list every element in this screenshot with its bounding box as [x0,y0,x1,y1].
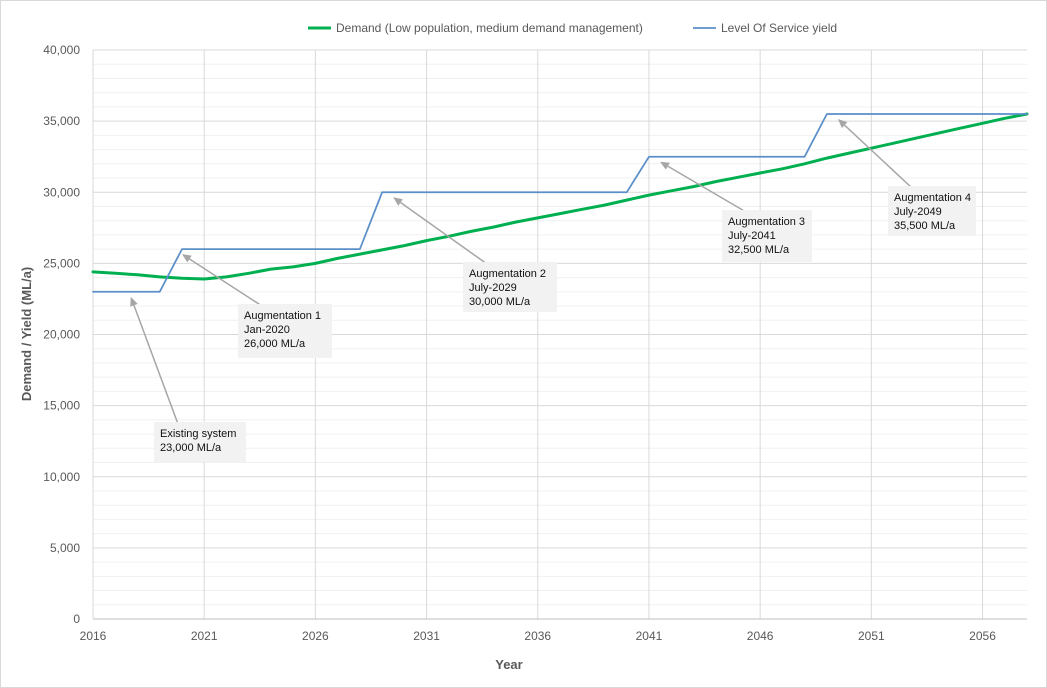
annotation-leader-line [844,124,913,189]
annotation-text: 35,500 ML/a [894,220,956,232]
los-yield-series-line [92,113,1028,293]
y-tick-label: 15,000 [43,399,80,413]
axes: 0 5,000 10,000 15,000 20,000 25,000 30,000 35,0… [43,43,1027,643]
annotation-text: Augmentation 1 [244,310,321,322]
annotation-box [463,262,557,312]
annotation-text: July-2041 [728,230,776,242]
annotation-text: Jan-2020 [244,324,290,336]
annotation-text: 23,000 ML/a [160,442,222,454]
annotation-box [238,304,332,358]
annotation-box [888,186,976,236]
x-tick-label: 2041 [636,629,663,643]
annotation-2: Augmentation 1 Jan-2020 26,000 ML/a [181,254,332,358]
y-axis-title: Demand / Yield (ML/a) [19,267,34,401]
annotation-box [154,422,246,462]
annotation-leader-line [667,165,747,213]
x-tick-label: 2026 [302,629,329,643]
y-tick-label: 25,000 [43,256,80,270]
annotation-text: July-2049 [894,206,942,218]
annotation-3: Augmentation 2 July-2029 30,000 ML/a [393,197,557,312]
y-tick-label: 40,000 [43,43,80,57]
annotation-arrowhead [181,254,192,263]
annotation-leader-line [400,201,488,265]
x-tick-label: 2056 [969,629,996,643]
legend: Demand (Low population, medium demand ma… [308,21,837,35]
x-tick-label: 2036 [524,629,551,643]
x-tick-label: 2031 [413,629,440,643]
y-tick-label: 30,000 [43,185,80,199]
annotation-text: July-2029 [469,282,517,294]
y-tick-label: 10,000 [43,470,80,484]
annotation-arrowhead [660,161,670,170]
annotation-text: Augmentation 4 [894,192,971,204]
demand-series-line [91,112,1029,281]
legend-label: Level Of Service yield [721,21,837,35]
annotation-5: Augmentation 4 July-2049 35,500 ML/a [837,119,976,236]
y-tick-label: 0 [73,612,80,626]
y-tick-label: 35,000 [43,114,80,128]
x-axis-title: Year [495,657,522,672]
annotation-arrowhead [393,197,403,206]
annotation-text: Existing system [160,428,236,440]
annotation-text: 30,000 ML/a [469,296,531,308]
annotation-leader-line [189,258,263,307]
y-tick-label: 20,000 [43,328,80,342]
gridlines [93,49,1027,619]
x-tick-label: 2051 [858,629,885,643]
legend-label: Demand (Low population, medium demand ma… [336,21,643,35]
annotation-text: Augmentation 3 [728,216,805,228]
annotation-text: 26,000 ML/a [244,338,306,350]
annotation-arrowhead [130,296,138,307]
annotation-text: Augmentation 2 [469,268,546,280]
series [91,112,1029,293]
annotation-box [722,210,812,262]
annotation-arrowhead [837,119,848,129]
x-tick-label: 2021 [191,629,218,643]
annotations: Existing system 23,000 ML/a Augmentation 1… [130,119,976,462]
annotation-text: 32,500 ML/a [728,244,790,256]
x-tick-label: 2016 [80,629,107,643]
annotation-1: Existing system 23,000 ML/a [130,296,246,462]
x-tick-label: 2046 [747,629,774,643]
y-tick-label: 5,000 [50,541,80,555]
annotation-leader-line [133,305,179,425]
annotation-4: Augmentation 3 July-2041 32,500 ML/a [660,161,812,262]
